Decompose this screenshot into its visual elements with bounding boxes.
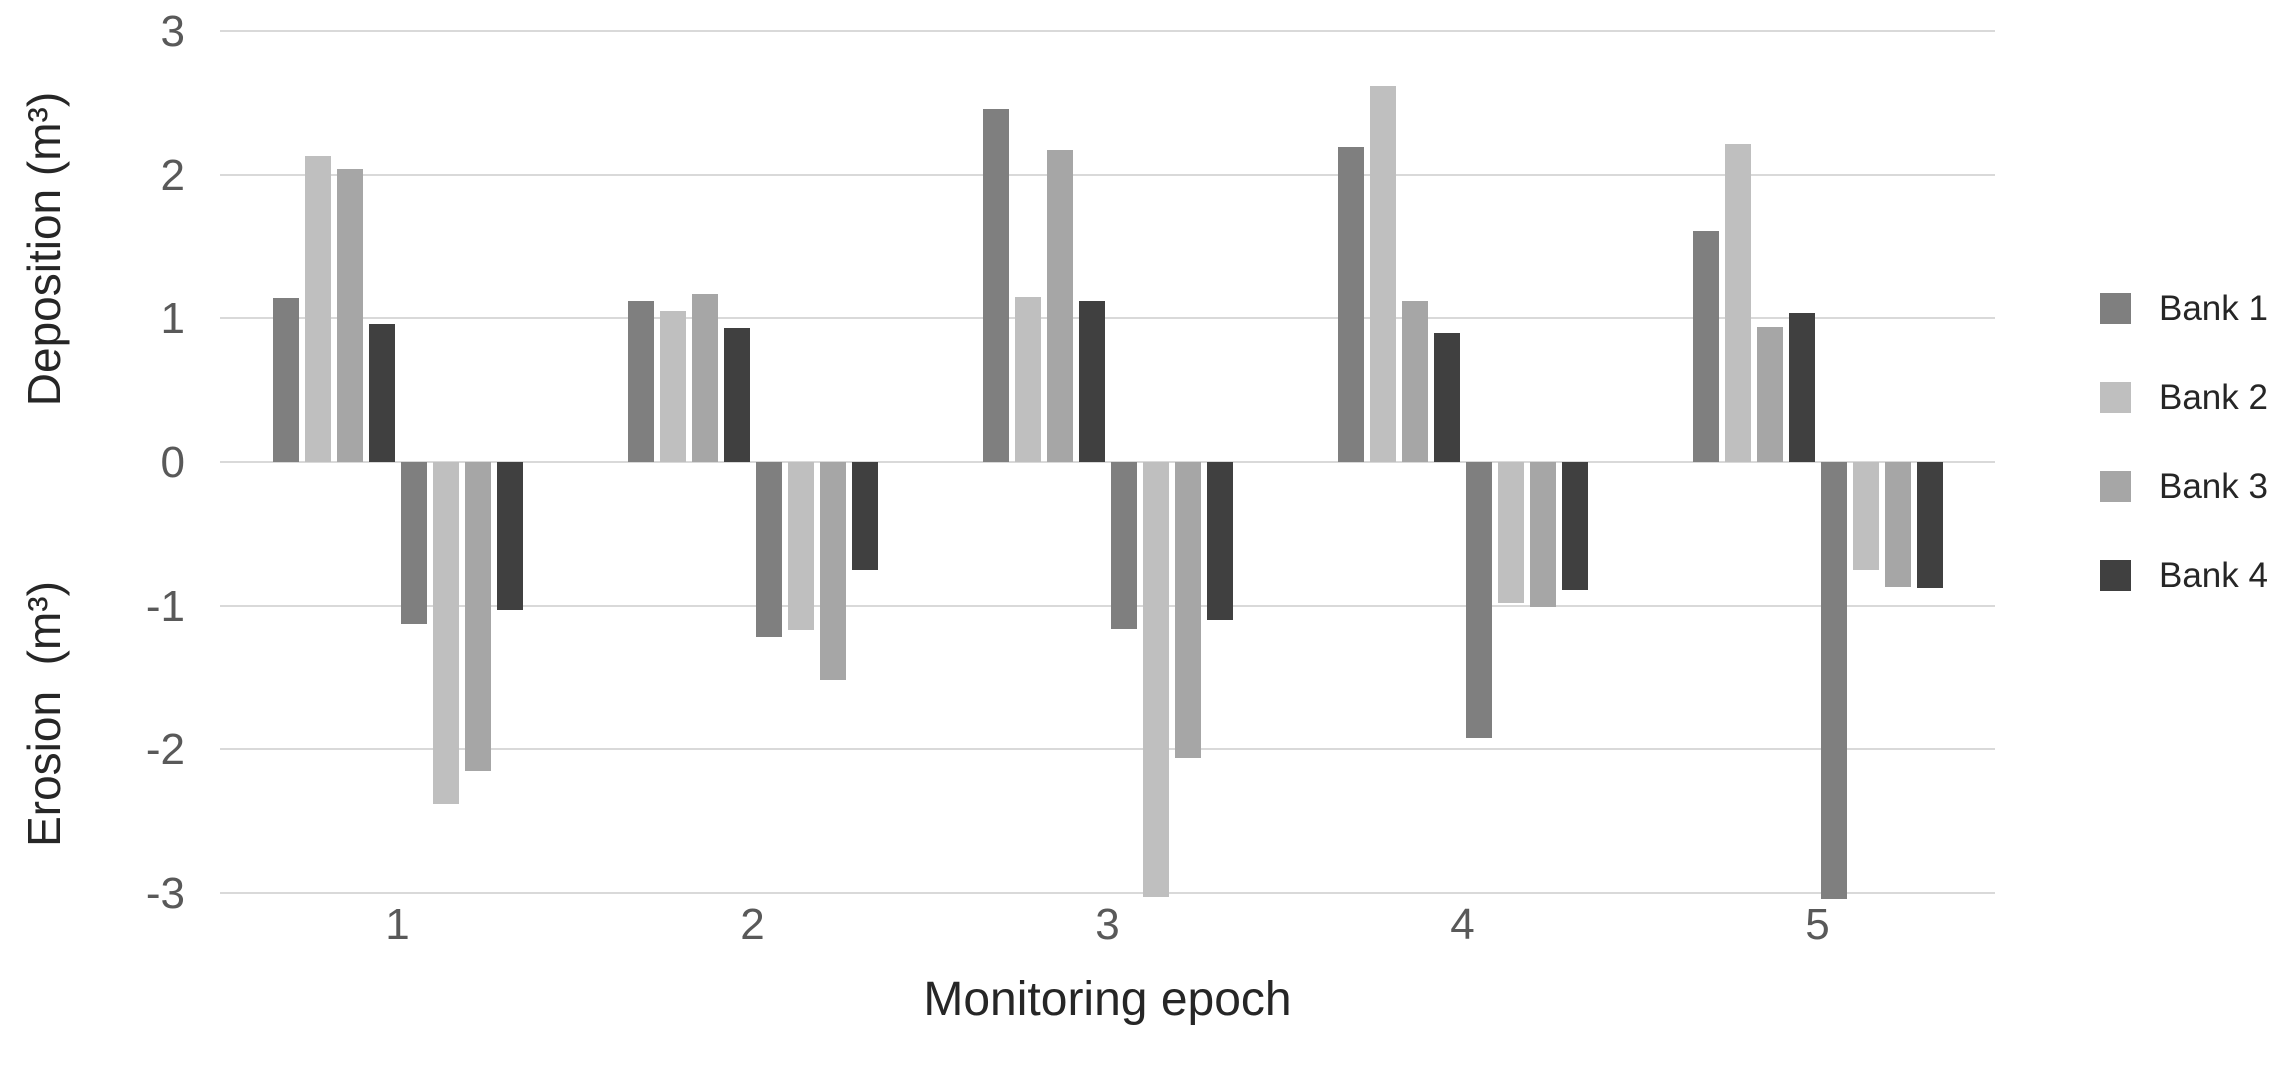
bar-bank2-epoch4-deposition — [1369, 85, 1396, 462]
bar-bank3-epoch1-erosion — [464, 462, 491, 771]
bar-bank4-epoch4-deposition — [1433, 332, 1460, 462]
bar-bank3-epoch4-deposition — [1401, 301, 1428, 462]
bar-bank2-epoch2-erosion — [787, 462, 814, 631]
x-axis-title: Monitoring epoch — [923, 973, 1292, 1026]
y-tick--3: -3 — [145, 869, 185, 918]
legend-label: Bank 1 — [2159, 288, 2268, 328]
bar-bank1-epoch5-deposition — [1692, 230, 1719, 462]
legend-swatch-icon — [2100, 470, 2131, 502]
y-axis-label-deposition: Deposition (m³) — [18, 91, 70, 407]
bar-bank1-epoch5-erosion — [1820, 462, 1847, 899]
plot-area — [220, 30, 1995, 899]
bar-bank4-epoch5-deposition — [1788, 312, 1815, 462]
gridline-y--1 — [220, 604, 1995, 607]
bar-bank1-epoch3-erosion — [1110, 462, 1137, 629]
bar-bank1-epoch1-erosion — [400, 462, 427, 625]
legend-swatch-icon — [2100, 559, 2131, 591]
bar-bank3-epoch1-deposition — [336, 168, 363, 462]
bar-bank2-epoch5-deposition — [1724, 144, 1751, 462]
y-tick-3: 3 — [160, 7, 185, 56]
legend-label: Bank 2 — [2159, 377, 2268, 417]
bar-bank1-epoch4-deposition — [1337, 147, 1364, 462]
legend: Bank 1 Bank 2 Bank 3 Bank 4 — [2100, 288, 2268, 648]
bar-bank1-epoch2-deposition — [627, 301, 654, 462]
bar-bank4-epoch1-erosion — [496, 462, 523, 610]
bar-bank4-epoch4-erosion — [1561, 462, 1588, 590]
bar-bank4-epoch3-erosion — [1206, 462, 1233, 621]
legend-swatch-icon — [2100, 292, 2131, 324]
bar-bank2-epoch2-deposition — [659, 311, 686, 462]
bar-bank1-epoch4-erosion — [1465, 462, 1492, 738]
bar-bank3-epoch2-deposition — [691, 293, 718, 462]
legend-item-bank3: Bank 3 — [2100, 466, 2268, 506]
legend-item-bank2: Bank 2 — [2100, 377, 2268, 417]
x-tick-2: 2 — [740, 900, 765, 949]
gridline-y-2 — [220, 173, 1995, 176]
y-tick-1: 1 — [160, 294, 185, 344]
bar-bank2-epoch3-deposition — [1014, 296, 1041, 462]
y-tick--2: -2 — [145, 725, 185, 775]
bar-bank1-epoch2-erosion — [755, 462, 782, 638]
legend-item-bank4: Bank 4 — [2100, 555, 2268, 595]
gridline-y--3 — [220, 892, 1995, 894]
bar-bank2-epoch3-erosion — [1142, 462, 1169, 898]
bar-bank4-epoch2-erosion — [851, 462, 878, 570]
x-tick-4: 4 — [1450, 900, 1475, 949]
bar-bank4-epoch2-deposition — [723, 328, 750, 462]
bar-bank3-epoch4-erosion — [1529, 462, 1556, 608]
bar-bank3-epoch2-erosion — [819, 462, 846, 681]
y-axis-label-erosion: Erosion (m³) — [18, 581, 70, 847]
bar-bank4-epoch3-deposition — [1078, 301, 1105, 462]
x-tick-3: 3 — [1095, 900, 1120, 949]
legend-label: Bank 3 — [2159, 466, 2268, 506]
bar-bank2-epoch4-erosion — [1497, 462, 1524, 603]
bar-bank2-epoch1-erosion — [432, 462, 459, 804]
gridline-y-1 — [220, 317, 1995, 320]
legend-item-bank1: Bank 1 — [2100, 288, 2268, 328]
bar-bank3-epoch5-deposition — [1756, 326, 1783, 462]
gridline-y--2 — [220, 748, 1995, 751]
bar-bank1-epoch3-deposition — [982, 108, 1009, 462]
bar-bank3-epoch5-erosion — [1884, 462, 1911, 587]
x-tick-5: 5 — [1805, 900, 1830, 949]
gridline-y-3 — [220, 30, 1995, 32]
bar-bank2-epoch5-erosion — [1852, 462, 1879, 570]
bar-bank4-epoch5-erosion — [1916, 462, 1943, 589]
bar-bank4-epoch1-deposition — [368, 324, 395, 462]
bar-bank1-epoch1-deposition — [272, 298, 299, 462]
legend-swatch-icon — [2100, 381, 2131, 413]
gridline-y-0 — [220, 461, 1995, 463]
y-tick-0: 0 — [160, 438, 185, 487]
y-tick-2: 2 — [160, 150, 185, 200]
bar-bank3-epoch3-deposition — [1046, 150, 1073, 462]
bar-bank2-epoch1-deposition — [304, 155, 331, 462]
y-tick--1: -1 — [145, 581, 185, 631]
bar-bank3-epoch3-erosion — [1174, 462, 1201, 758]
legend-label: Bank 4 — [2159, 555, 2268, 595]
x-tick-1: 1 — [385, 900, 410, 949]
